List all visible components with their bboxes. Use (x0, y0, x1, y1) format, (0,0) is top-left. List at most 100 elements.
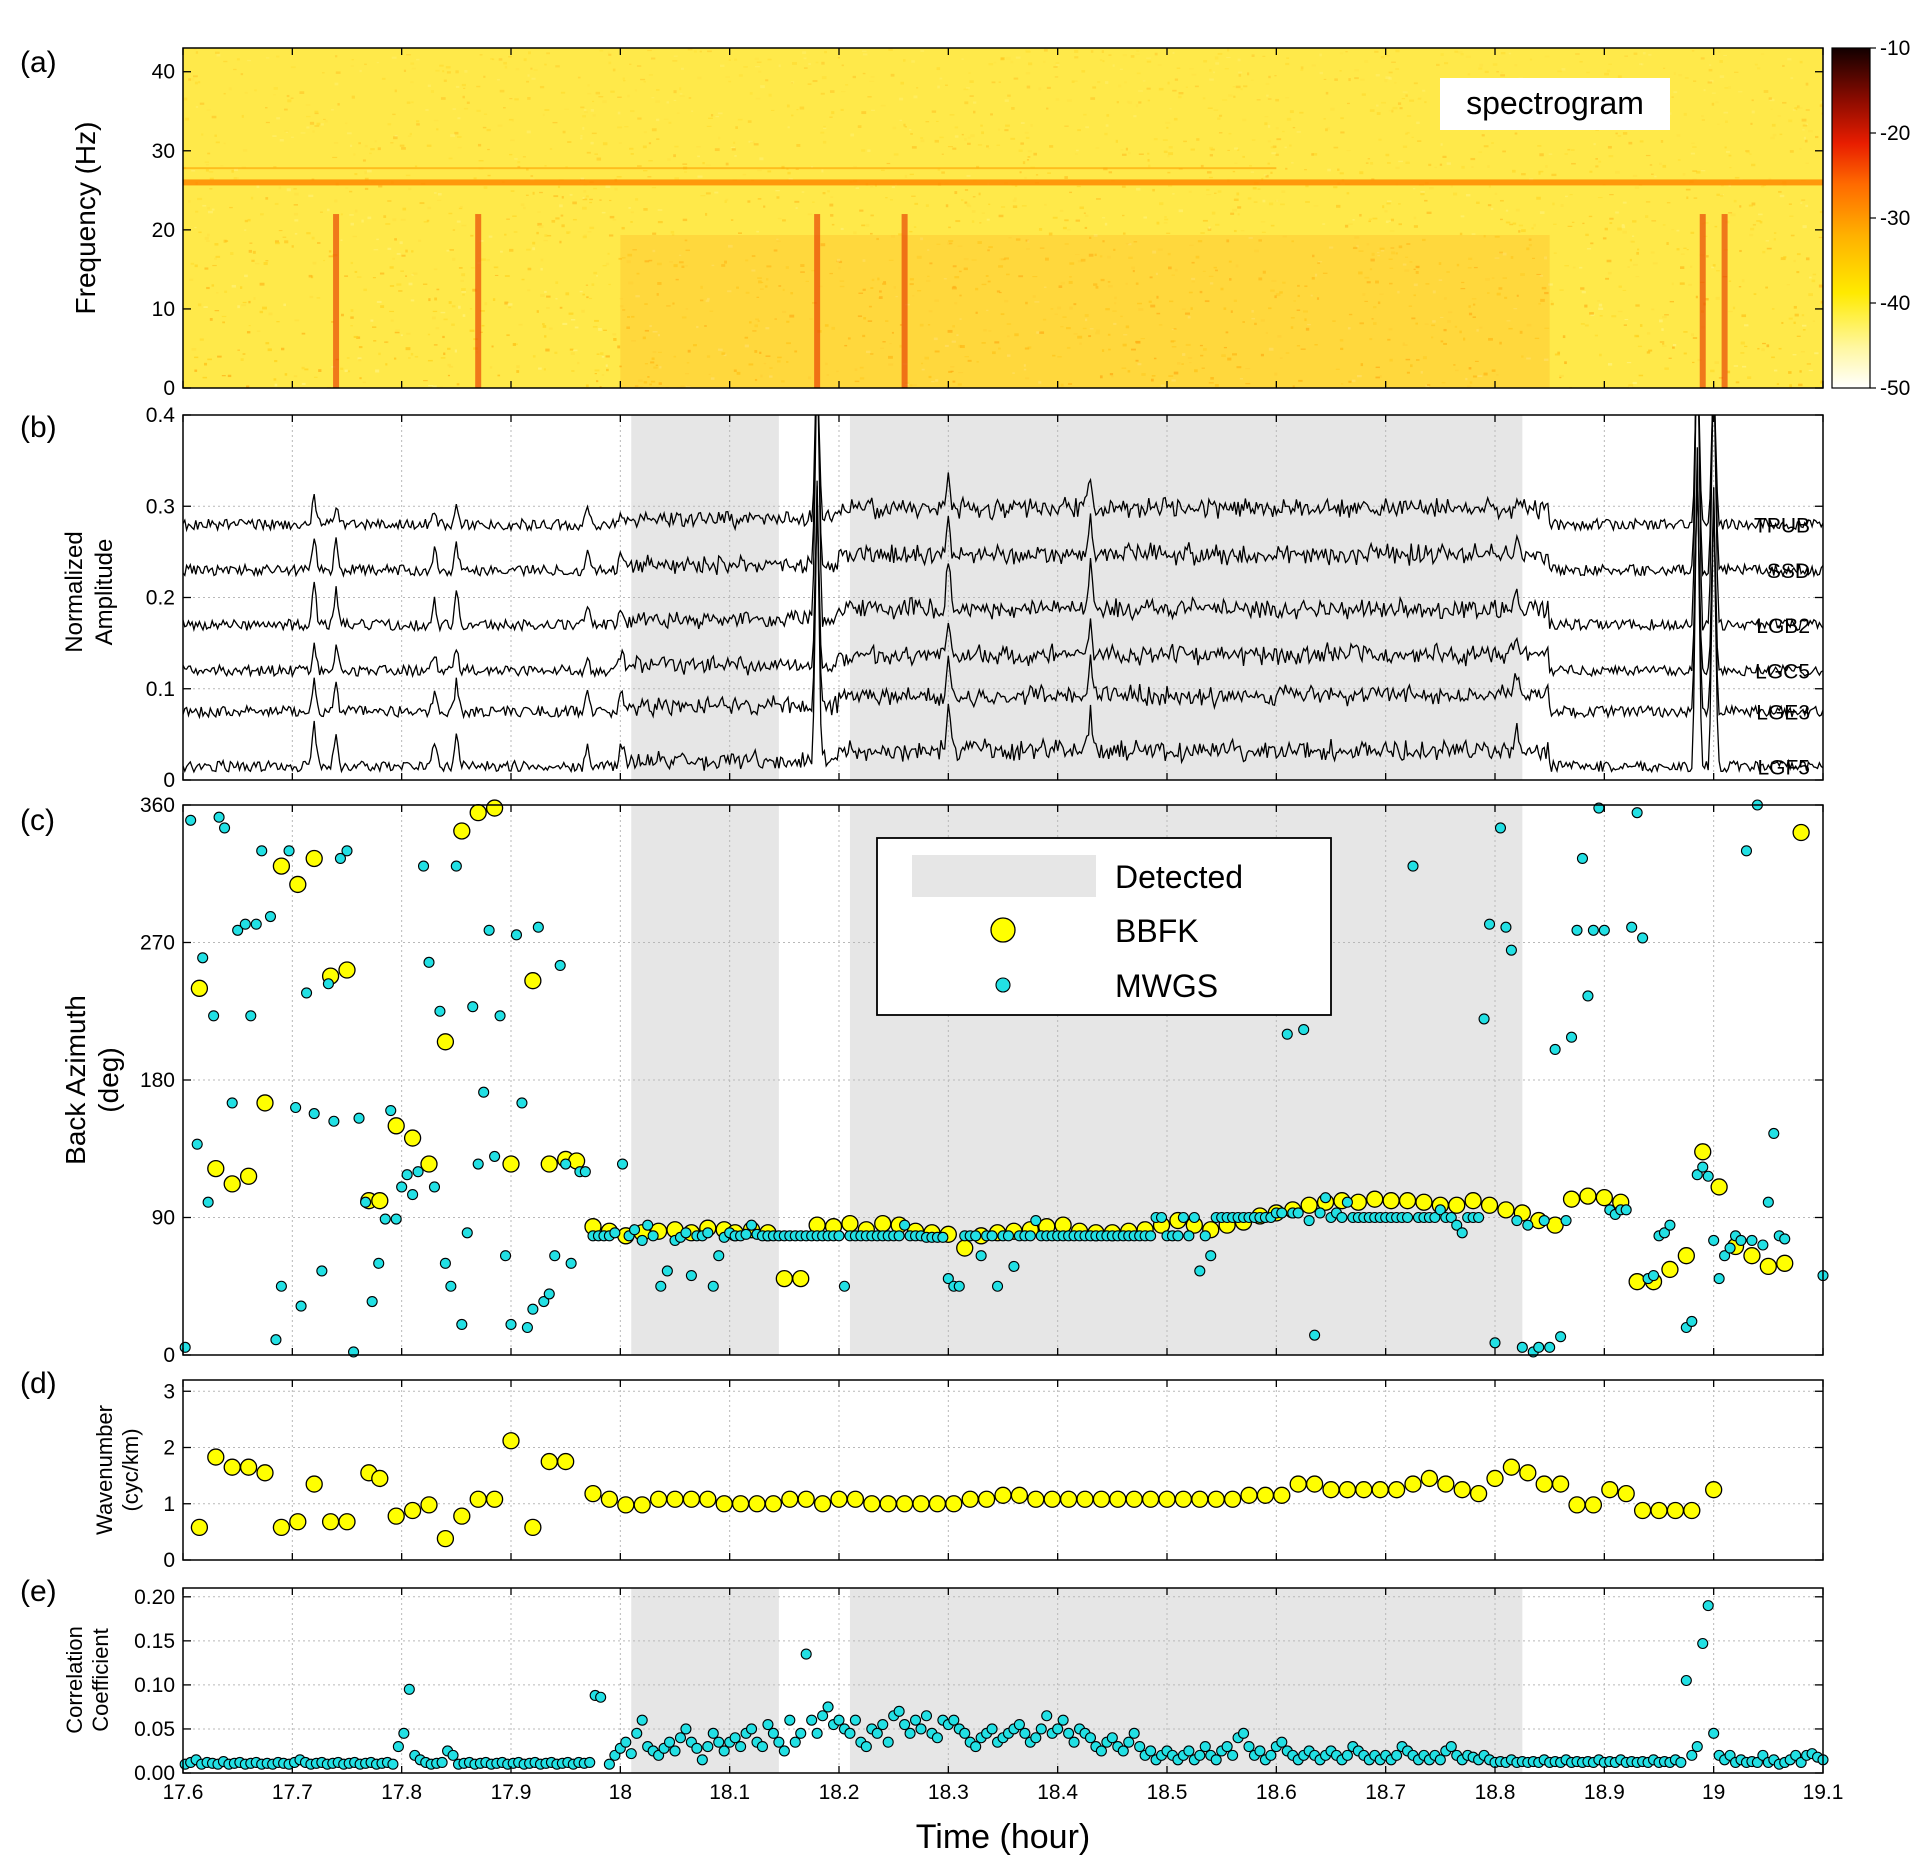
spectrogram-speckle (466, 101, 470, 104)
spectrogram-speckle (1753, 293, 1757, 296)
spectrogram-speckle (350, 325, 353, 327)
spectrogram-speckle (753, 143, 759, 146)
spectrogram-speckle (1564, 153, 1568, 155)
spectrogram-speckle (1060, 326, 1064, 328)
spectrogram-speckle (609, 199, 612, 202)
spectrogram-speckle (1111, 375, 1114, 378)
spectrogram-speckle (617, 96, 622, 98)
spectrogram-speckle (244, 229, 247, 231)
spectrogram-speckle (759, 351, 762, 354)
spectrogram-speckle (1347, 327, 1351, 330)
trace-lgf5 (183, 447, 1823, 774)
spectrogram-speckle (1275, 127, 1279, 130)
spectrogram-speckle (1348, 78, 1351, 82)
spectrogram-speckle (400, 334, 403, 337)
spectrogram-speckle (715, 116, 719, 118)
spectrogram-speckle (587, 231, 592, 233)
spectrogram-speckle (1609, 194, 1614, 196)
spectrogram-speckle (539, 191, 543, 194)
spectrogram-speckle (411, 67, 416, 70)
spectrogram-speckle (1389, 282, 1393, 285)
spectrogram-speckle (627, 94, 630, 98)
spectrogram-speckle (1053, 66, 1058, 68)
spectrogram-speckle (794, 350, 798, 353)
bbfk-point (1579, 1187, 1597, 1205)
wavenumber-frame (182, 1379, 1824, 1561)
spectrogram-speckle (592, 100, 595, 103)
spectrogram-speckle (601, 211, 606, 214)
spectrogram-speckle (1402, 91, 1408, 93)
spectrogram-speckle (717, 112, 723, 115)
spectrogram-speckle (1622, 289, 1627, 291)
spectrogram-speckle (745, 259, 749, 262)
spectrogram-speckle (1463, 337, 1466, 341)
spectrogram-speckle (1361, 93, 1366, 96)
mwgs-point (899, 1219, 911, 1231)
spectrogram-speckle (1564, 265, 1569, 267)
spectrogram-speckle (1814, 352, 1819, 355)
spectrogram-speckle (1101, 349, 1105, 352)
spectrogram-speckle (1467, 266, 1472, 269)
spectrogram-speckle (1107, 285, 1113, 288)
mwgs-point (290, 1101, 302, 1114)
spectrogram-speckle (456, 383, 460, 386)
spectrogram-speckle (957, 245, 963, 247)
spectrogram-speckle (1135, 359, 1139, 362)
spectrogram-speckle (544, 63, 547, 66)
spectrogram-speckle (760, 281, 764, 284)
spectrogram-speckle (754, 57, 759, 61)
spectrogram-speckle (656, 118, 660, 122)
spectrogram-speckle (1108, 54, 1112, 56)
wavenumber-point (305, 1475, 323, 1493)
spectrogram-speckle (1746, 151, 1750, 154)
mwgs-point (1538, 1215, 1550, 1227)
spectrogram-speckle (1424, 323, 1429, 325)
spectrogram-speckle (1032, 276, 1038, 278)
spectrogram-speckle (1626, 362, 1632, 364)
spectrogram-speckle (880, 347, 885, 350)
spectrogram-speckle (230, 252, 234, 255)
spectrogram-speckle (883, 281, 886, 284)
spectrogram-speckle (509, 98, 513, 100)
spectrogram-speckle (1609, 222, 1613, 225)
spectrogram-speckle (748, 140, 753, 143)
spectrogram-speckle (840, 108, 844, 111)
spectrogram-speckle (1637, 345, 1643, 348)
spectrogram-speckle (562, 130, 566, 134)
spectrogram-speckle (352, 235, 357, 238)
mwgs-point (1445, 1211, 1457, 1224)
spectrogram-speckle (412, 272, 418, 275)
spectrogram-speckle (992, 351, 996, 355)
bbfk-point (1628, 1273, 1646, 1291)
spectrogram-speckle (215, 51, 220, 54)
mwgs-point (1336, 1211, 1348, 1224)
spectrogram-speckle (1615, 211, 1619, 214)
spectrogram-speckle (1077, 335, 1083, 339)
spectrogram-speckle (1598, 160, 1602, 163)
trace-lgc5 (183, 483, 1823, 679)
mwgs-point (1298, 1024, 1310, 1036)
mwgs-point (1549, 1043, 1561, 1055)
spectrogram-speckle (458, 305, 461, 309)
spectrogram-speckle (688, 97, 692, 99)
mwgs-point (1314, 1207, 1326, 1219)
spectrogram-speckle (769, 367, 773, 369)
spectrogram-speckle (1136, 187, 1141, 191)
spectrogram-speckle (1099, 59, 1103, 62)
spectrogram-speckle (928, 375, 932, 379)
spectrogram-speckle (958, 270, 962, 273)
bbfk-point (256, 1094, 274, 1112)
mwgs-point (1456, 1227, 1468, 1239)
spectrogram-speckle (1757, 67, 1761, 70)
spectrogram-speckle (1716, 270, 1720, 272)
wavenumber-point (1355, 1481, 1373, 1499)
mwgs-point (428, 1181, 441, 1193)
spectrogram-speckle (1378, 138, 1382, 141)
spectrogram-speckle (215, 255, 221, 258)
spectrogram-speckle (1025, 72, 1031, 75)
spectrogram-speckle (1711, 102, 1715, 106)
spectrogram-speckle (323, 118, 326, 120)
spectrogram-speckle (663, 118, 669, 120)
spectrogram-speckle (223, 60, 228, 63)
spectrogram-speckle (364, 171, 367, 175)
